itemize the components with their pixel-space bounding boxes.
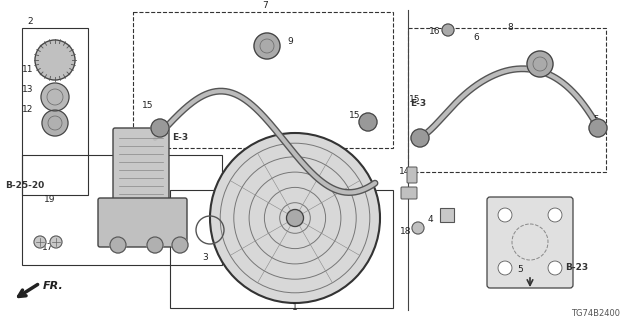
Text: 9: 9 (287, 37, 293, 46)
Circle shape (411, 129, 429, 147)
Bar (22, 28, 88, 195)
Text: 11: 11 (22, 66, 34, 75)
Circle shape (498, 208, 512, 222)
Text: 8: 8 (507, 23, 513, 33)
Bar (408, 28, 606, 172)
Circle shape (41, 83, 69, 111)
Text: 12: 12 (22, 106, 34, 115)
Circle shape (110, 237, 126, 253)
FancyBboxPatch shape (401, 187, 417, 199)
Bar (22, 155, 222, 265)
FancyBboxPatch shape (487, 197, 573, 288)
Text: 15: 15 (142, 100, 154, 109)
Circle shape (151, 119, 169, 137)
Text: 14: 14 (399, 167, 411, 177)
Text: E-3: E-3 (172, 133, 188, 142)
Text: 3: 3 (202, 253, 208, 262)
Text: B-25-20: B-25-20 (5, 180, 44, 189)
Text: 17: 17 (42, 244, 54, 252)
Text: 15: 15 (589, 116, 601, 124)
Text: 6: 6 (473, 34, 479, 43)
Circle shape (147, 237, 163, 253)
Circle shape (254, 33, 280, 59)
Text: B-23: B-23 (565, 263, 588, 273)
Text: 16: 16 (429, 28, 441, 36)
Text: 4: 4 (427, 215, 433, 225)
Circle shape (548, 208, 562, 222)
Text: 18: 18 (400, 228, 412, 236)
Text: 7: 7 (262, 1, 268, 10)
Text: 15: 15 (349, 110, 361, 119)
Text: 5: 5 (517, 266, 523, 275)
Text: TG74B2400: TG74B2400 (571, 309, 620, 318)
FancyBboxPatch shape (113, 128, 169, 202)
Text: FR.: FR. (43, 281, 64, 291)
Text: 9: 9 (540, 63, 546, 73)
Circle shape (172, 237, 188, 253)
Circle shape (287, 210, 303, 227)
Text: E-3: E-3 (410, 100, 426, 108)
Circle shape (359, 113, 377, 131)
Circle shape (50, 236, 62, 248)
Text: 13: 13 (22, 85, 34, 94)
Circle shape (589, 119, 607, 137)
Circle shape (42, 110, 68, 136)
Text: 19: 19 (44, 196, 56, 204)
Circle shape (498, 261, 512, 275)
Circle shape (35, 40, 75, 80)
Text: 15: 15 (409, 95, 420, 105)
Circle shape (527, 51, 553, 77)
FancyBboxPatch shape (98, 198, 187, 247)
Text: 1: 1 (292, 303, 298, 313)
FancyBboxPatch shape (440, 208, 454, 222)
Circle shape (442, 24, 454, 36)
Bar (170, 190, 393, 308)
Text: 10: 10 (401, 188, 413, 197)
FancyBboxPatch shape (407, 167, 417, 183)
Bar (133, 12, 393, 148)
Circle shape (210, 133, 380, 303)
Circle shape (34, 236, 46, 248)
Circle shape (412, 222, 424, 234)
Circle shape (548, 261, 562, 275)
Text: 2: 2 (27, 18, 33, 27)
